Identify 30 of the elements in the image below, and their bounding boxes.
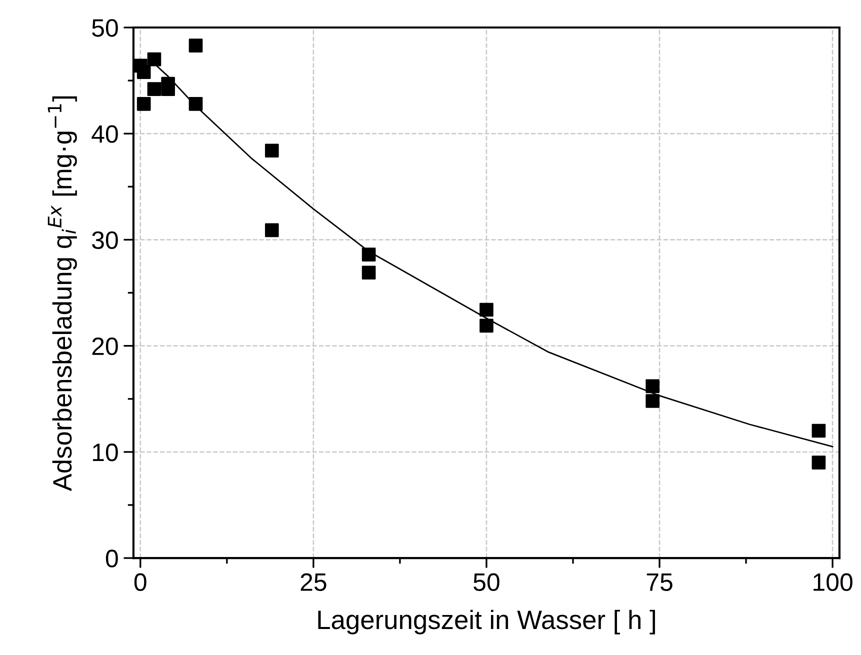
point	[812, 424, 826, 438]
point	[480, 302, 494, 317]
y-tick-label: 20	[92, 337, 118, 356]
x-tick-label: 75	[646, 574, 672, 592]
y-tick-label: 30	[92, 231, 118, 250]
x-tick-label: 0	[134, 573, 146, 592]
point	[362, 248, 376, 262]
point	[480, 318, 494, 333]
point	[136, 97, 151, 111]
x-tick-label: 100	[814, 573, 852, 592]
point	[161, 82, 175, 96]
point	[362, 266, 376, 280]
x-tick-label: 25	[300, 573, 326, 592]
y-tick-label: 0	[106, 550, 118, 568]
point	[264, 223, 279, 238]
x-axis-title: Lagerungszeit in Wasser [ h ]	[318, 610, 655, 634]
point	[646, 379, 660, 394]
y-tick-label: 50	[92, 19, 118, 37]
y-tick-label: 10	[92, 444, 118, 462]
point	[147, 52, 162, 66]
point	[147, 82, 162, 96]
point	[264, 144, 279, 158]
x-tick-label: 50	[474, 573, 500, 592]
point	[136, 65, 151, 79]
point	[646, 394, 660, 408]
y-axis-title: Adsorbensbeladung q$_{i}$$^{Ex}$ [mg·g$^{−1}$]	[48, 96, 77, 492]
point	[812, 456, 826, 470]
y-tick-label: 40	[92, 125, 118, 143]
point	[188, 97, 203, 111]
point	[188, 38, 203, 52]
